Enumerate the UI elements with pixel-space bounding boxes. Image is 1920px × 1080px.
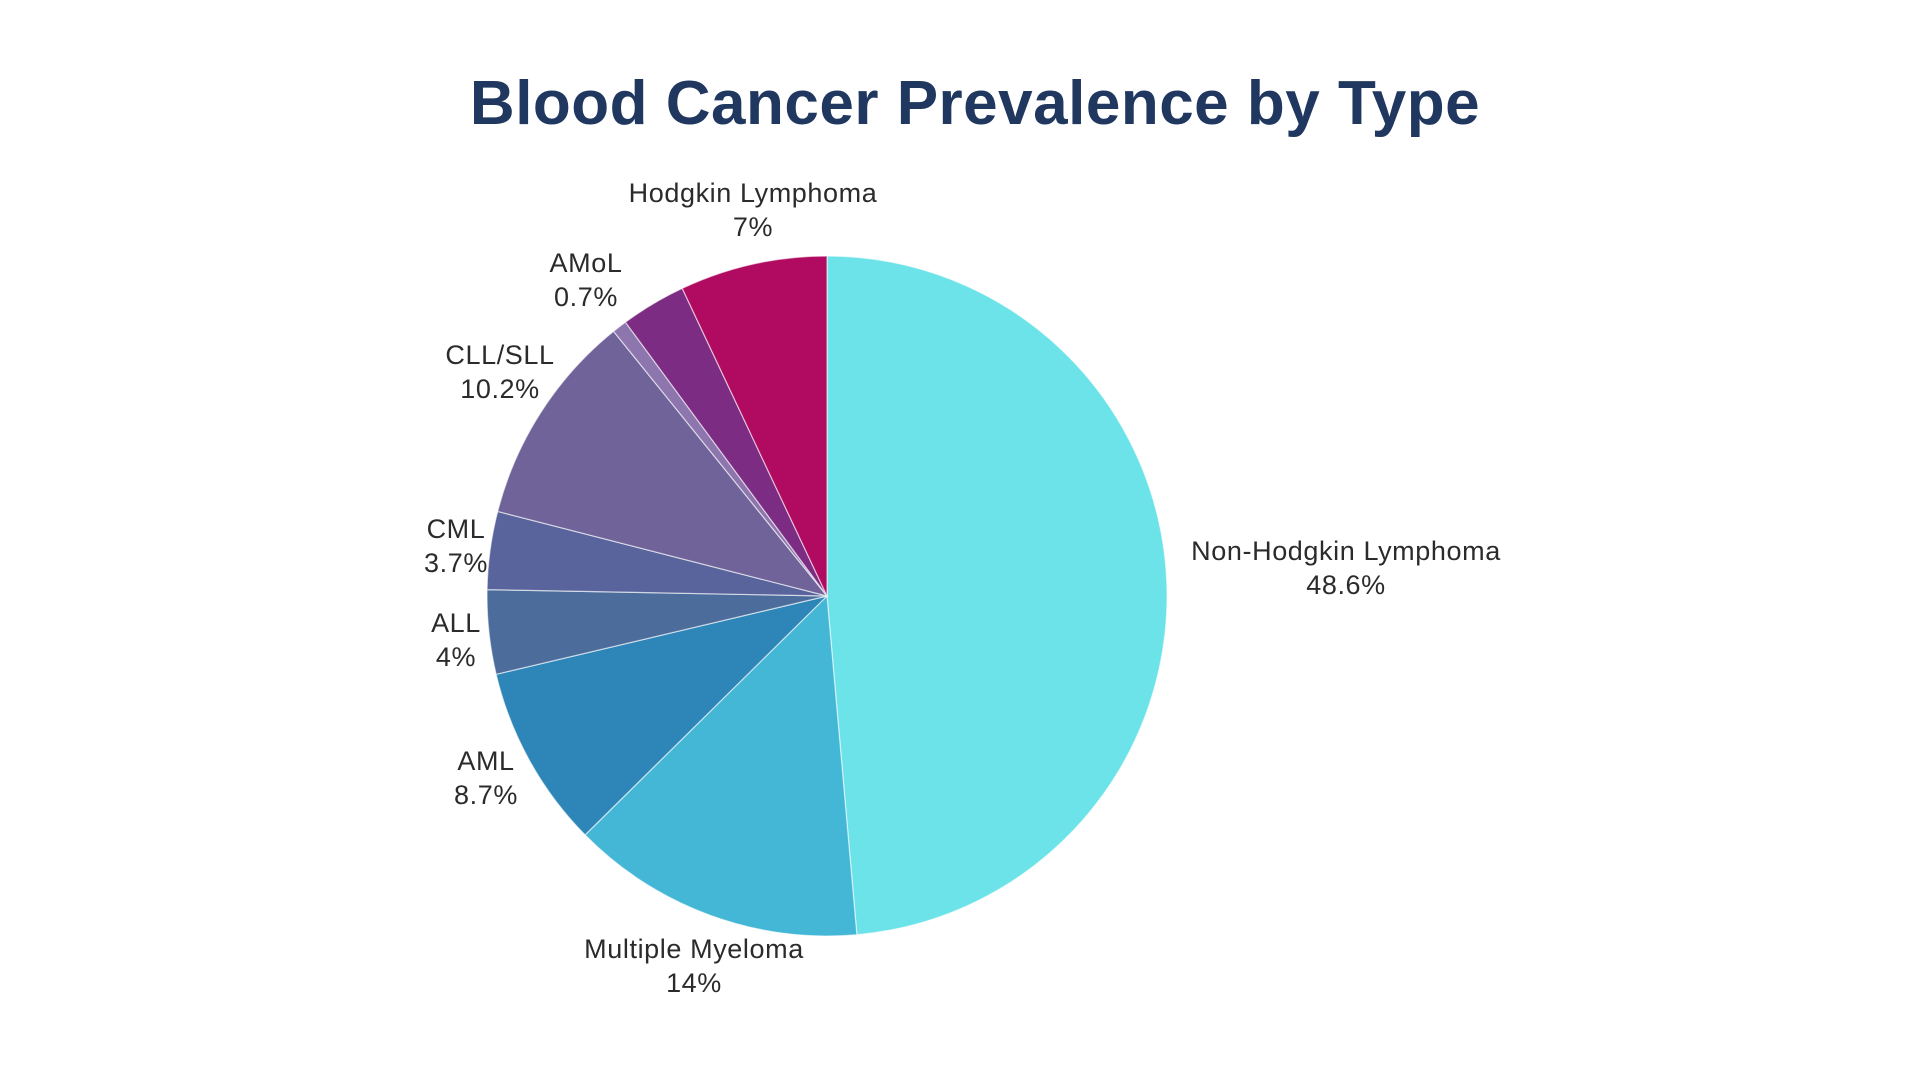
slice-percent: 8.7% bbox=[454, 780, 518, 810]
slice-percent: 48.6% bbox=[1306, 570, 1386, 600]
slice-name: ALL bbox=[431, 608, 481, 638]
pie-slice-multiple-myeloma[interactable] bbox=[584, 595, 858, 937]
slice-name: Non-Hodgkin Lymphoma bbox=[1191, 536, 1501, 566]
slice-label-hodgkin-lymphoma: Hodgkin Lymphoma 7% bbox=[629, 176, 878, 244]
slice-percent: 10.2% bbox=[460, 374, 540, 404]
pie-slice-non-hodgkin-lymphoma[interactable] bbox=[826, 255, 1168, 936]
slice-name: CLL/SLL bbox=[445, 340, 555, 370]
slice-name: Hodgkin Lymphoma bbox=[628, 178, 878, 208]
slice-label-cll-sll: CLL/SLL 10.2% bbox=[445, 338, 554, 406]
slice-name: CML bbox=[426, 514, 486, 544]
slice-label-non-hodgkin-lymphoma: Non-Hodgkin Lymphoma 48.6% bbox=[1191, 534, 1501, 602]
slice-name: AMoL bbox=[549, 248, 623, 278]
slice-name: AML bbox=[457, 746, 515, 776]
chart-title: Blood Cancer Prevalence by Type bbox=[469, 69, 1481, 138]
pie-slice-hodgkin-lymphoma[interactable] bbox=[681, 255, 828, 597]
slice-label-amol: AMoL 0.7% bbox=[550, 246, 623, 314]
slice-percent: 7% bbox=[732, 212, 774, 242]
pie-slice-aml[interactable] bbox=[495, 595, 828, 836]
slice-label-multiple-myeloma: Multiple Myeloma 14% bbox=[584, 932, 804, 1000]
slice-label-aml: AML 8.7% bbox=[454, 744, 518, 812]
slice-label-cml: CML 3.7% bbox=[424, 512, 488, 580]
slice-percent: 0.7% bbox=[554, 282, 618, 312]
slice-percent: 4% bbox=[435, 642, 477, 672]
slice-percent: 3.7% bbox=[424, 548, 488, 578]
slice-name: Multiple Myeloma bbox=[584, 934, 804, 964]
slice-percent: 14% bbox=[666, 968, 722, 998]
pie-slice-cll-sll[interactable] bbox=[497, 330, 828, 597]
slice-label-all: ALL 4% bbox=[431, 606, 481, 674]
